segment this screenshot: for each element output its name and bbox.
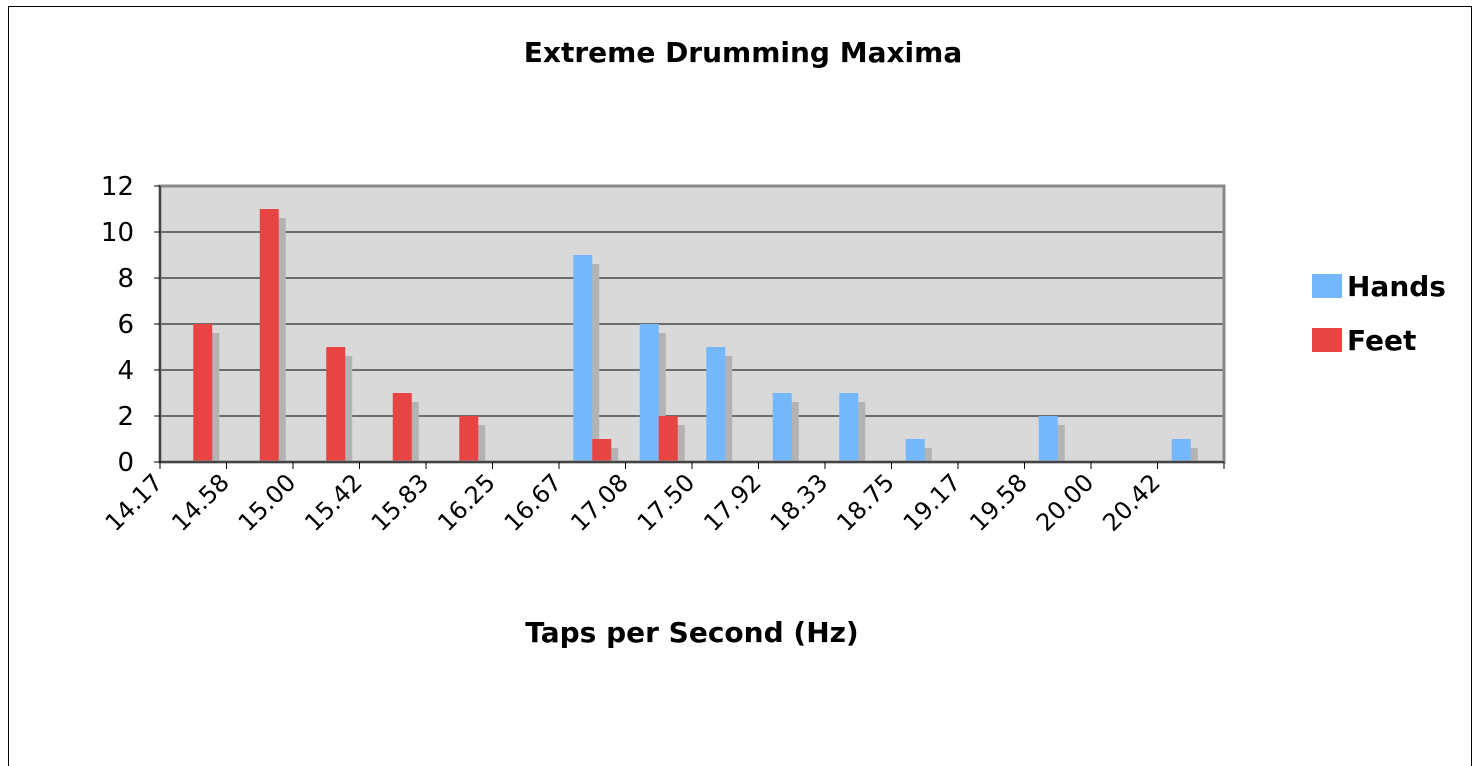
- x-tick-label: 15.42: [299, 468, 367, 536]
- x-tick-label: 17.92: [698, 468, 766, 536]
- x-tick-label: 19.17: [898, 468, 966, 536]
- y-tick-label: 4: [117, 356, 134, 386]
- bar-hands-18.33: [839, 393, 859, 462]
- x-tick-label: 14.58: [166, 468, 234, 536]
- bar-feet-14.17: [193, 324, 213, 462]
- bar-hands-18.75: [905, 439, 925, 462]
- bar-feet-15.83: [459, 416, 479, 462]
- legend-label-hands: Hands: [1347, 270, 1446, 303]
- bar-hands-16.67: [573, 255, 593, 462]
- x-tick-label: 15.00: [233, 468, 301, 536]
- x-tick-label: 20.42: [1097, 468, 1165, 536]
- legend: Hands Feet: [1312, 270, 1446, 357]
- x-tick-label: 16.25: [432, 468, 500, 536]
- y-tick-label: 0: [117, 448, 134, 478]
- bar-hands-17.50: [706, 347, 726, 462]
- bar-feet-15.00: [326, 347, 346, 462]
- bar-feet-17.08: [658, 416, 678, 462]
- y-tick-label: 8: [117, 264, 134, 294]
- x-tick-label: 15.83: [366, 468, 434, 536]
- x-axis-label: Taps per Second (Hz): [525, 616, 858, 649]
- bar-hands-17.92: [772, 393, 792, 462]
- bar-feet-14.58: [259, 209, 279, 462]
- bar-feet-15.42: [392, 393, 412, 462]
- chart-title: Extreme Drumming Maxima: [524, 36, 962, 69]
- x-tick-label: 16.67: [499, 468, 567, 536]
- bar-hands-19.58: [1038, 416, 1058, 462]
- y-tick-label: 12: [101, 172, 134, 202]
- x-tick-label: 19.58: [964, 468, 1032, 536]
- legend-swatch-feet: [1312, 328, 1342, 352]
- y-tick-label: 6: [117, 310, 134, 340]
- chart-frame: [8, 6, 1472, 766]
- bar-feet-16.67: [592, 439, 612, 462]
- x-tick-label: 17.50: [632, 468, 700, 536]
- x-tick-label: 17.08: [565, 468, 633, 536]
- y-tick-label: 10: [101, 218, 134, 248]
- y-tick-label: 2: [117, 402, 134, 432]
- x-tick-label: 18.33: [765, 468, 833, 536]
- x-tick-label: 18.75: [831, 468, 899, 536]
- bar-hands-20.42: [1171, 439, 1191, 462]
- legend-swatch-hands: [1312, 274, 1342, 298]
- bar-hands-17.08: [639, 324, 659, 462]
- legend-label-feet: Feet: [1347, 324, 1416, 357]
- x-tick-label: 14.17: [100, 468, 168, 536]
- x-tick-label: 20.00: [1031, 468, 1099, 536]
